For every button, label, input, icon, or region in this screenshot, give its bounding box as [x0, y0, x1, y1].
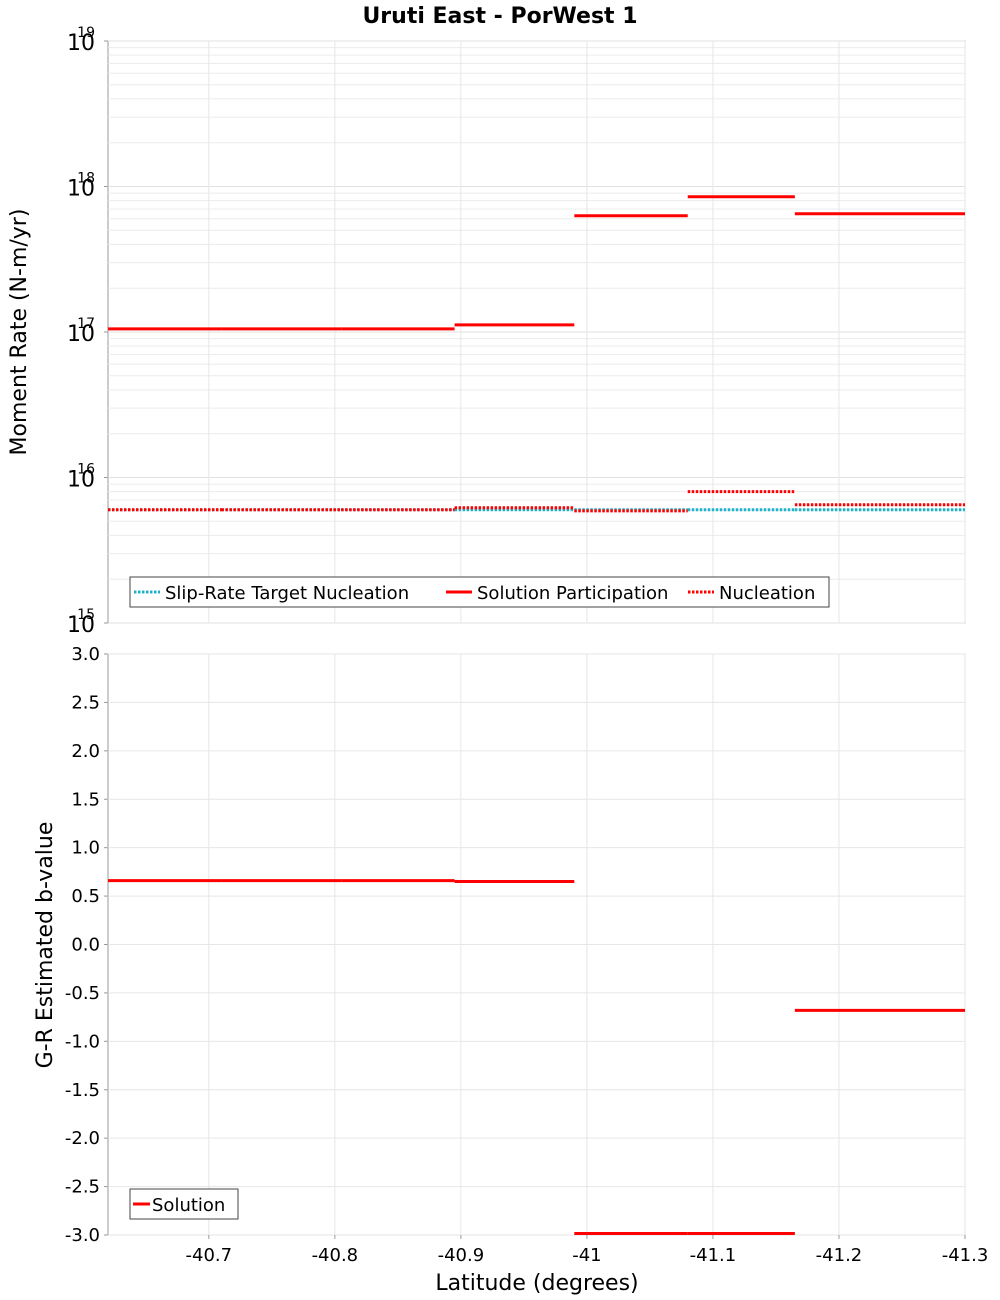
bvalue-y-tick-label: 2.5 — [71, 692, 100, 713]
bvalue-y-tick-label: 0.5 — [71, 886, 100, 907]
bvalue-legend: Solution — [129, 1188, 239, 1220]
y-tick-base: 10 — [67, 31, 95, 56]
legend-label: Nucleation — [719, 583, 815, 604]
legend-label: Solution — [152, 1195, 225, 1216]
x-tick-label: -41.1 — [690, 1245, 737, 1266]
chart-title: Uruti East - PorWest 1 — [362, 4, 637, 29]
bvalue-legend-entry: Solution — [133, 1195, 225, 1216]
moment-legend-entry: Solution Participation — [446, 583, 668, 604]
bvalue-series — [108, 879, 965, 1235]
legend-label: Slip-Rate Target Nucleation — [165, 583, 409, 604]
y-tick-base: 10 — [67, 177, 95, 202]
moment-gridlines — [108, 40, 966, 624]
bvalue-y-tick-label: -2.0 — [65, 1128, 100, 1149]
bvalue-y-tick-label: 1.0 — [71, 838, 100, 859]
bvalue-y-tick-label: 2.0 — [71, 741, 100, 762]
y-tick-exponent: 18 — [77, 171, 95, 187]
y-tick-exponent: 16 — [77, 462, 95, 478]
y-tick-base: 10 — [67, 468, 95, 493]
bvalue-y-tick-label: 1.5 — [71, 789, 100, 810]
x-tick-label: -40.7 — [186, 1245, 233, 1266]
bvalue-legend-box — [129, 1188, 239, 1220]
bvalue-y-tick-label: -3.0 — [65, 1225, 100, 1246]
moment-legend-entry: Slip-Rate Target Nucleation — [134, 583, 409, 604]
bvalue-y-tick-label: -2.5 — [65, 1177, 100, 1198]
x-axis-label: Latitude (degrees) — [435, 1271, 638, 1296]
moment-legend-entry: Nucleation — [688, 583, 815, 604]
y-tick-exponent: 15 — [77, 607, 95, 623]
y-tick-exponent: 17 — [77, 316, 95, 332]
series-solution — [108, 879, 965, 1235]
moment-y-axis-label: Moment Rate (N-m/yr) — [7, 209, 32, 456]
x-tick-label: -41.3 — [942, 1245, 989, 1266]
bvalue-y-tick-label: -1.5 — [65, 1080, 100, 1101]
bvalue-y-tick-label: 0.0 — [71, 935, 100, 956]
y-tick-base: 10 — [67, 613, 95, 638]
x-axis-ticks: -40.7 -40.8 -40.9 -41 -41.1 -41.2 -41.3 — [186, 1235, 989, 1266]
x-tick-label: -40.8 — [312, 1245, 359, 1266]
moment-legend: Slip-Rate Target Nucleation Solution Part… — [129, 576, 830, 608]
moment-series — [108, 195, 965, 513]
x-tick-label: -41.2 — [816, 1245, 863, 1266]
y-tick-base: 10 — [67, 322, 95, 347]
series-nucleation — [108, 490, 965, 513]
y-tick-exponent: 19 — [77, 25, 95, 41]
bvalue-y-axis-label: G-R Estimated b-value — [33, 822, 58, 1069]
b-value-panel: 3.0 2.5 2.0 1.5 1.0 0.5 0.0 -0.5 -1.0 -1.5 -2.0 -2.… — [33, 644, 966, 1246]
bvalue-y-tick-label: -1.0 — [65, 1031, 100, 1052]
bvalue-gridlines — [108, 653, 966, 1236]
legend-label: Solution Participation — [477, 583, 668, 604]
x-tick-label: -41 — [572, 1245, 601, 1266]
bvalue-y-tick-label: 3.0 — [71, 644, 100, 665]
bvalue-y-tick-label: -0.5 — [65, 983, 100, 1004]
x-tick-label: -40.9 — [438, 1245, 485, 1266]
bvalue-y-ticks: 3.0 2.5 2.0 1.5 1.0 0.5 0.0 -0.5 -1.0 -1.5 -2.0 -2.… — [65, 644, 108, 1246]
series-solution-participation — [108, 195, 965, 331]
